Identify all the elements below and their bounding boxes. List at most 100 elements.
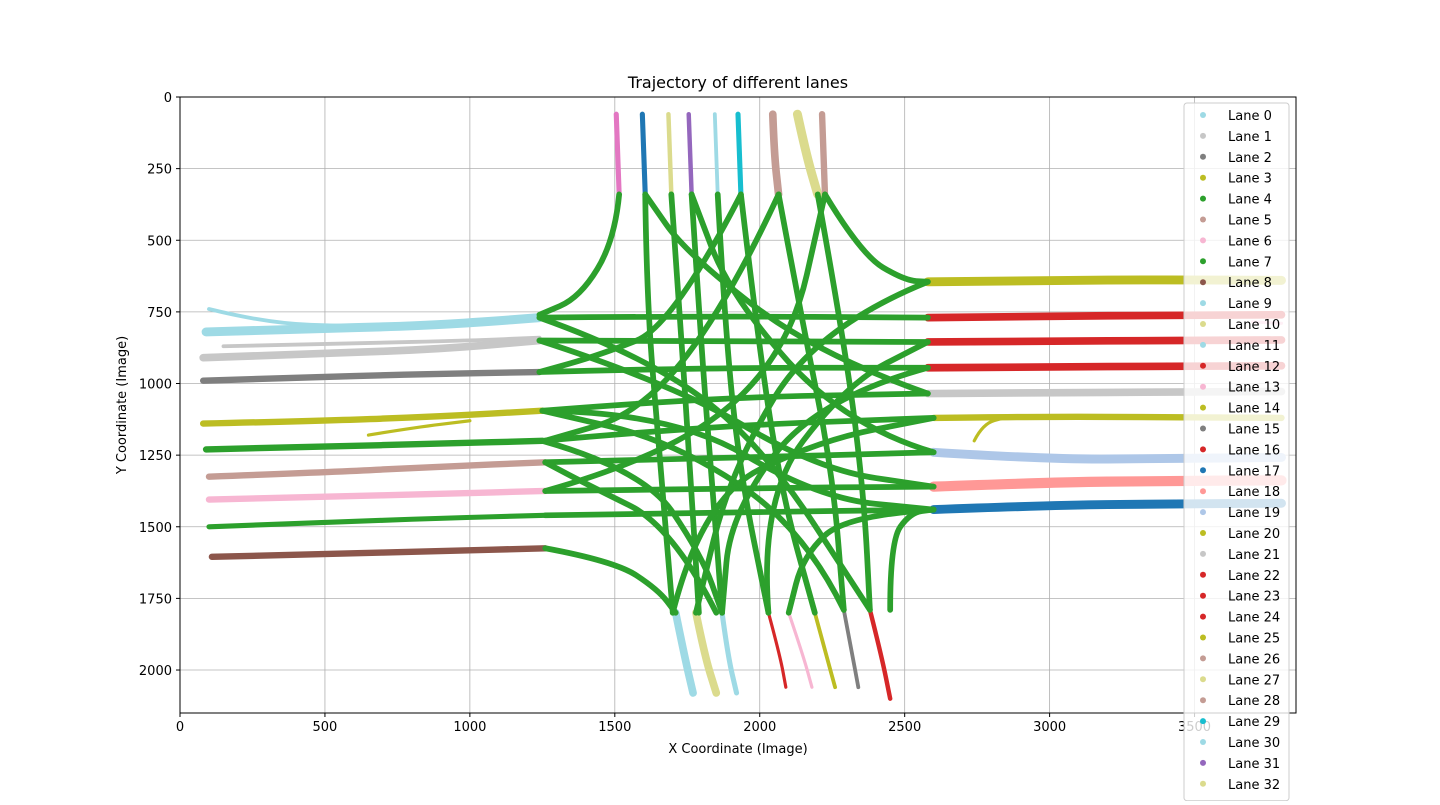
trajectory-lane-28 [613,111,622,197]
trajectory-lane-7 [542,506,937,519]
y-tick-label: 2000 [139,664,172,679]
legend-label: Lane 8 [1228,276,1272,291]
legend-label: Lane 22 [1228,569,1280,584]
trajectory-lane-1 [221,335,542,349]
legend-label: Lane 15 [1228,423,1280,438]
legend-marker [1200,132,1206,139]
legend-marker [1200,446,1206,453]
legend-label: Lane 0 [1228,109,1272,124]
x-tick-label: 1500 [598,720,631,735]
legend-marker [1200,216,1206,223]
legend-marker [1200,634,1206,641]
trajectory-lane-30 [671,608,697,697]
legend-marker [1200,237,1206,244]
legend-label: Lane 31 [1228,757,1280,772]
trajectory-lane-25 [812,610,838,690]
legend-label: Lane 11 [1228,339,1280,354]
legend-label: Lane 5 [1228,214,1272,229]
chart-title: Trajectory of different lanes [627,73,848,92]
legend-label: Lane 29 [1228,715,1280,730]
trajectory-lane-7 [536,337,937,490]
trajectory-lane-7 [539,407,847,613]
legend-marker [1200,550,1206,557]
trajectory-lane-7 [887,506,937,613]
legend-label: Lane 2 [1228,151,1272,166]
legend-label: Lane 28 [1228,694,1280,709]
y-tick-label: 1750 [139,592,172,607]
trajectory-lane-14 [972,415,1008,443]
trajectory-lane-7 [542,191,828,494]
legend-label: Lane 16 [1228,443,1280,458]
trajectory-lane-7 [669,415,937,616]
legend-marker [1200,592,1206,599]
legend-label: Lane 26 [1228,652,1280,667]
trajectory-lane-10 [792,109,823,199]
legend-marker [1200,425,1206,432]
axes-frame [179,96,1297,714]
trajectory-lane-27 [692,608,721,697]
trajectory-lane-7 [542,545,679,616]
y-tick-label: 500 [147,234,172,249]
x-axis-label: X Coordinate (Image) [668,742,807,757]
x-tick-label: 1000 [453,720,486,735]
legend-marker [1200,321,1206,327]
x-tick-label: 2000 [743,720,776,735]
trajectory-lane-7 [536,191,623,318]
legend-marker [1200,676,1206,683]
legend: Lane 0 Lane 1 Lane 2 Lane 3 Lane 4 Lane 5 Lane… [1183,102,1290,802]
legend-label: Lane 23 [1228,590,1280,605]
legend-marker [1200,530,1206,536]
trajectory-lane-7 [693,278,931,616]
trajectory-lane-7 [822,191,931,285]
legend-label: Lane 1 [1228,130,1272,145]
trajectory-lane-6 [787,611,814,689]
legend-label: Lane 32 [1228,778,1280,793]
trajectory-lane-29 [735,111,744,197]
y-axis: 0 250 500 750 1000 1250 1500 1750 2000 [139,91,180,679]
legend-marker [1200,697,1206,704]
legend-label: Lane 12 [1228,360,1280,375]
legend-label: Lane 10 [1228,318,1280,333]
legend-label: Lane 21 [1228,548,1280,563]
legend-marker [1200,488,1206,495]
x-tick-label: 500 [313,720,338,735]
legend-marker [1200,404,1206,411]
trajectory-lane-7 [536,337,931,345]
legend-label: Lane 13 [1228,381,1280,396]
trajectory-lane-7 [764,339,931,616]
trajectory-lane-7 [785,506,937,616]
y-tick-label: 1500 [139,521,172,536]
trajectory-lane-7 [542,459,720,616]
trajectory-lane-7 [719,364,931,616]
trajectory-lane-23 [867,607,893,701]
legend-marker [1200,467,1206,474]
legend-label: Lane 3 [1228,172,1272,187]
trajectory-lane-31 [686,111,694,197]
trajectory-lane-7 [536,314,873,613]
legend-label: Lane 7 [1228,255,1272,270]
trajectory-lane-2 [841,607,861,690]
legend-marker [1200,509,1206,516]
trajectory-lane-24 [766,611,788,689]
y-axis-label: Y Coordinate (Image) [115,336,130,475]
legend-label: Lane 17 [1228,464,1280,479]
legend-label: Lane 14 [1228,402,1280,417]
trajectory-lane-7 [539,407,937,513]
trajectory-lane-3 [200,407,546,427]
legend-marker [1200,174,1206,181]
x-tick-label: 2500 [888,720,921,735]
trajectory-lane-5 [818,111,829,198]
legend-label: Lane 25 [1228,632,1280,647]
legend-marker [1200,300,1206,307]
trajectory-lane-30 [712,112,720,197]
legend-label: Lane 27 [1228,673,1280,688]
legend-marker [1200,153,1206,160]
legend-marker [1200,341,1206,348]
trajectory-lane-7 [206,512,548,530]
trajectory-lane-3 [366,419,472,437]
legend-marker [1200,571,1206,578]
trajectory-lane-7 [688,191,937,456]
trajectory-lane-2 [200,368,543,384]
